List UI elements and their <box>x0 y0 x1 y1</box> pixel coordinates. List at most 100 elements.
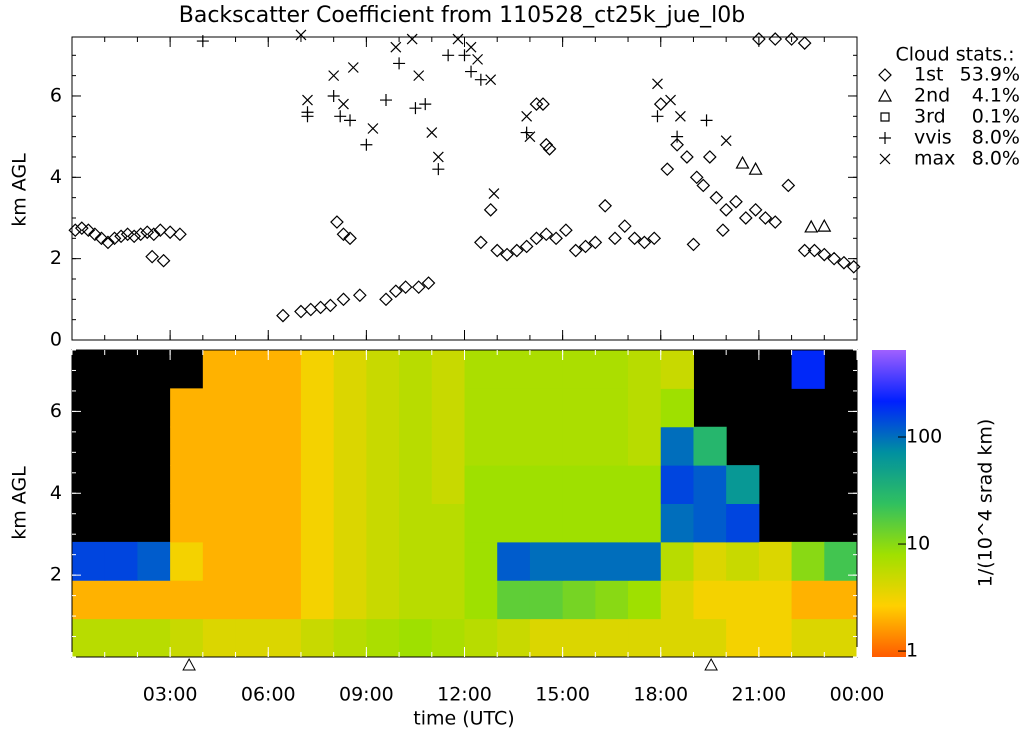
heatmap-cell <box>693 426 727 466</box>
data-point <box>465 41 477 53</box>
legend-label: 1st <box>914 64 943 86</box>
data-point <box>74 221 89 236</box>
heatmap-cell <box>300 618 335 658</box>
heatmap-cell <box>464 541 498 581</box>
y-tick-label: 2 <box>50 247 62 269</box>
data-point <box>295 29 307 41</box>
data-point <box>768 32 783 46</box>
data-point <box>127 229 141 244</box>
legend-symbol <box>878 68 892 82</box>
heatmap-cell <box>333 426 367 466</box>
heatmap-cell <box>366 580 400 620</box>
heatmap-cell <box>72 541 106 581</box>
heatmap-cell <box>268 350 302 389</box>
heatmap-cell <box>824 541 858 581</box>
heatmap-cell <box>628 350 662 389</box>
data-point <box>670 137 684 152</box>
heatmap-cell <box>628 580 662 620</box>
x-tick-label: 21:00 <box>731 684 786 706</box>
data-point <box>598 198 612 213</box>
heatmap-cell <box>595 580 629 620</box>
data-point <box>748 203 763 217</box>
heatmap-cell <box>366 388 400 428</box>
data-point <box>344 114 357 127</box>
data-point <box>568 243 583 258</box>
data-point <box>804 219 819 233</box>
data-point <box>153 223 168 238</box>
data-point <box>114 229 128 244</box>
data-point <box>797 36 812 50</box>
heatmap-cell <box>333 465 367 504</box>
heatmap-cell <box>595 350 629 389</box>
chart-title: Backscatter Coefficient from 110528_ct25… <box>179 3 746 28</box>
heatmap-cell <box>726 541 760 581</box>
legend-stat: 8.0% <box>972 148 1020 170</box>
y-tick-label: 0 <box>50 329 62 351</box>
heatmap-cell <box>431 618 465 658</box>
heatmap-cell <box>170 465 204 504</box>
heatmap-cell <box>431 580 465 620</box>
heatmap-cell <box>333 388 367 428</box>
data-point <box>303 302 318 317</box>
heatmap-cell <box>268 465 302 504</box>
heatmap-cell <box>104 580 138 620</box>
y-tick-label: 2 <box>50 564 62 586</box>
heatmap-cell <box>366 503 400 543</box>
y-axis-label: km AGL <box>9 153 31 227</box>
data-point <box>521 110 533 122</box>
data-point <box>674 110 686 122</box>
heatmap-cell <box>235 465 269 504</box>
data-point <box>660 162 675 177</box>
data-point <box>485 74 497 86</box>
heatmap-cell <box>562 618 596 658</box>
data-point <box>748 161 763 175</box>
data-point <box>700 114 713 127</box>
y-tick-label: 4 <box>50 482 62 504</box>
data-point <box>807 243 822 258</box>
heatmap-cell <box>399 465 433 504</box>
data-point <box>539 137 554 152</box>
heatmap-cell <box>366 618 400 658</box>
heatmap-cell <box>399 580 433 620</box>
heatmap-cell <box>628 426 662 466</box>
data-point <box>578 239 593 254</box>
heatmap-cell <box>268 541 302 581</box>
data-point <box>294 304 308 319</box>
heatmap-cell <box>202 541 237 581</box>
heatmap-cell <box>464 465 498 504</box>
legend-label: 3rd <box>914 106 946 128</box>
heatmap-cell <box>170 580 204 620</box>
data-point <box>145 249 159 264</box>
data-point <box>490 243 505 258</box>
data-point <box>94 231 109 246</box>
heatmap-cell <box>660 541 694 581</box>
heatmap-cell <box>268 580 302 620</box>
heatmap-cell <box>399 350 433 389</box>
data-point <box>637 235 652 250</box>
heatmap-cell <box>170 388 204 428</box>
data-point <box>88 227 102 242</box>
heatmap-cell <box>660 388 694 428</box>
heatmap-cell <box>464 618 498 658</box>
x-tick-label: 15:00 <box>535 684 590 706</box>
axis-marker <box>704 657 718 671</box>
heatmap-cell <box>464 350 498 389</box>
data-point <box>379 292 393 307</box>
data-point <box>536 97 550 111</box>
heatmap-cell <box>399 426 433 466</box>
heatmap-cell <box>693 618 727 658</box>
heatmap-cell <box>399 503 433 543</box>
y-tick-label: 6 <box>50 400 62 422</box>
heatmap-cell <box>693 503 727 543</box>
data-point <box>474 235 488 250</box>
data-point <box>539 227 554 242</box>
colorbar <box>872 350 906 657</box>
heatmap-cell <box>660 465 694 504</box>
data-point <box>837 255 851 270</box>
data-point <box>735 155 750 169</box>
heatmap-cell <box>235 388 269 428</box>
colorbar-tick-label: 100 <box>906 426 942 448</box>
heatmap-cell <box>529 350 564 389</box>
heatmap-cell <box>660 580 694 620</box>
heatmap-cell <box>431 426 465 466</box>
